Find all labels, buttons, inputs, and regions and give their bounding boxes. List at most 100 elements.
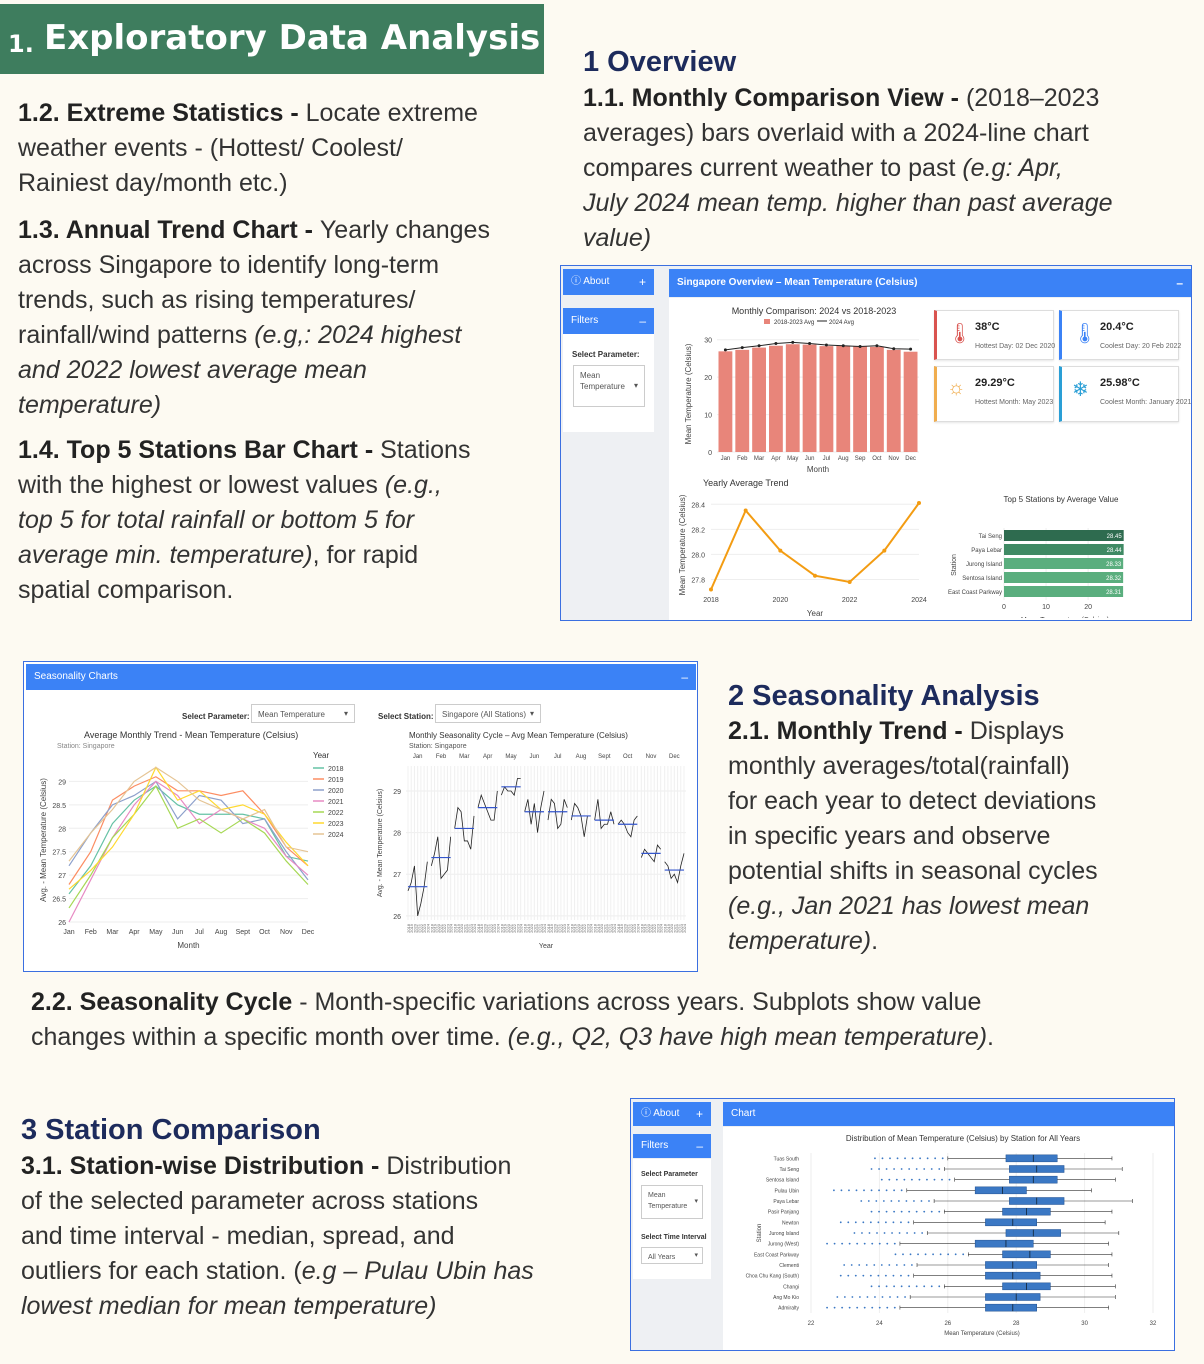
- x-tick-label: 2018: [523, 923, 528, 933]
- chart-title: Monthly Seasonality Cycle – Avg Mean Tem…: [409, 731, 628, 740]
- y-tick-label: 20: [704, 375, 712, 382]
- filters-panel: Select Parameter Mean Temperature ▾ Selec…: [633, 1159, 711, 1279]
- outlier-point: [897, 1200, 900, 1202]
- x-tick-label: 2024: [495, 923, 500, 933]
- y-tick-label: 10: [704, 413, 712, 420]
- data-point: [791, 340, 795, 344]
- monthly-trend-chart: Average Monthly Trend - Mean Temperature…: [39, 730, 344, 950]
- section-title: Exploratory Data Analysis: [44, 18, 541, 58]
- x-tick-label: 2020: [552, 923, 557, 933]
- station-heading: 3 Station Comparison: [21, 1114, 321, 1146]
- y-tick-label: 28.2: [691, 527, 705, 534]
- y-tick-label: Clementi: [779, 1263, 799, 1269]
- outlier-point: [885, 1285, 888, 1288]
- subplot-label: Oct: [623, 754, 633, 760]
- y-axis-label: Mean Temperature (Celsius): [678, 494, 687, 595]
- x-tick-label: 2019: [666, 923, 671, 933]
- outlier-point: [862, 1221, 865, 1224]
- y-tick-label: 27: [58, 873, 66, 880]
- outlier-point: [903, 1178, 906, 1181]
- x-tick-label: 2024: [565, 923, 570, 933]
- outlier-point: [915, 1285, 918, 1288]
- outlier-point: [833, 1306, 836, 1309]
- parameter-select[interactable]: Mean Temperature ▾: [251, 704, 355, 723]
- x-tick-label: 2024: [519, 923, 524, 933]
- x-tick-label: 22: [808, 1321, 815, 1327]
- outlier-point: [851, 1296, 854, 1298]
- x-tick-label: Nov: [888, 456, 899, 462]
- y-tick-label: 26: [58, 920, 66, 927]
- x-tick-label: 2021: [509, 923, 514, 933]
- y-tick-label: 29: [58, 779, 66, 786]
- bar: [853, 346, 867, 452]
- parameter-select[interactable]: Mean Temperature ▾: [641, 1185, 703, 1219]
- top5-stations-chart: Top 5 Stations by Average Value 0 10 20 28.4…: [948, 495, 1124, 618]
- annual-trend-text: 1.3. Annual Trend Chart - Yearly changes…: [18, 216, 490, 419]
- bar: [752, 347, 766, 452]
- outlier-point: [833, 1189, 835, 1192]
- station-select[interactable]: Singapore (All Stations) ▾: [435, 704, 541, 723]
- x-tick-label: 2021: [416, 923, 421, 933]
- interval-select[interactable]: All Years ▾: [641, 1247, 703, 1264]
- x-tick-label: 2021: [439, 923, 444, 933]
- outlier-point: [888, 1264, 891, 1266]
- x-tick-label: 2019: [619, 923, 624, 933]
- outlier-point: [863, 1306, 866, 1309]
- x-tick-label: 2019: [503, 923, 508, 933]
- series-line: [725, 341, 911, 351]
- outlier-point: [848, 1306, 851, 1309]
- data-point: [774, 341, 778, 345]
- outlier-point: [909, 1253, 912, 1256]
- about-button[interactable]: ⓘ About +: [563, 269, 654, 295]
- select-station-label: Select Station:: [378, 712, 434, 721]
- filters-button[interactable]: Filters –: [563, 308, 654, 334]
- outlier-point: [895, 1264, 898, 1266]
- x-tick-label: 2022: [559, 923, 564, 933]
- outlier-point: [921, 1232, 924, 1234]
- bar: [886, 349, 901, 452]
- x-tick-label: 2018: [476, 923, 481, 933]
- data-label: 28.45: [1107, 534, 1123, 540]
- x-tick-label: 2022: [512, 923, 517, 933]
- outlier-point: [904, 1157, 906, 1160]
- outlier-point: [885, 1210, 888, 1213]
- filters-button[interactable]: Filters –: [633, 1134, 711, 1158]
- outlier-point: [938, 1168, 941, 1170]
- legend-label: 2020: [328, 788, 344, 795]
- bar: [870, 346, 884, 452]
- overview-dashboard: ⓘ About + Filters – Select Parameter: Mean…: [560, 265, 1192, 621]
- x-tick-label: Nov: [280, 929, 293, 936]
- outlier-point: [930, 1168, 933, 1170]
- x-tick-label: 26: [944, 1321, 951, 1327]
- data-point: [858, 344, 862, 348]
- about-button[interactable]: ⓘ About +: [633, 1102, 711, 1126]
- outlier-point: [947, 1253, 950, 1256]
- chevron-down-icon: ▾: [633, 381, 638, 390]
- x-tick-label: 2024: [659, 923, 664, 933]
- series-line: [640, 844, 661, 863]
- outlier-point: [882, 1200, 885, 1202]
- x-tick-label: 2018: [499, 923, 504, 933]
- chevron-down-icon: ▾: [529, 709, 534, 718]
- y-tick-label: East Coast Parkway: [754, 1252, 800, 1258]
- outlier-point: [889, 1296, 891, 1298]
- outlier-point: [934, 1157, 937, 1160]
- x-tick-label: 2021: [532, 923, 537, 933]
- outlier-point: [883, 1232, 886, 1234]
- series-line: [594, 799, 615, 830]
- x-tick-label: 2020: [576, 923, 581, 933]
- outlier-point: [906, 1232, 909, 1234]
- outlier-point: [904, 1296, 906, 1298]
- y-tick-label: Jurong (West): [768, 1242, 800, 1248]
- chart-subtitle: Station: Singapore: [57, 743, 115, 750]
- parameter-select[interactable]: Mean Temperature ▾: [573, 365, 645, 407]
- chevron-down-icon: ▾: [694, 1198, 698, 1205]
- box: [985, 1303, 1037, 1312]
- outlier-point: [917, 1253, 919, 1256]
- x-tick-label: Jan: [63, 929, 74, 936]
- outlier-point: [885, 1168, 888, 1170]
- station-boxplot-chart: Distribution of Mean Temperature (Celsiu…: [723, 1127, 1174, 1350]
- monthly-trend-text: 2.1. Monthly Trend - Displays monthly av…: [728, 717, 1098, 955]
- outlier-point: [891, 1232, 893, 1234]
- x-tick-label: 2020: [506, 923, 511, 933]
